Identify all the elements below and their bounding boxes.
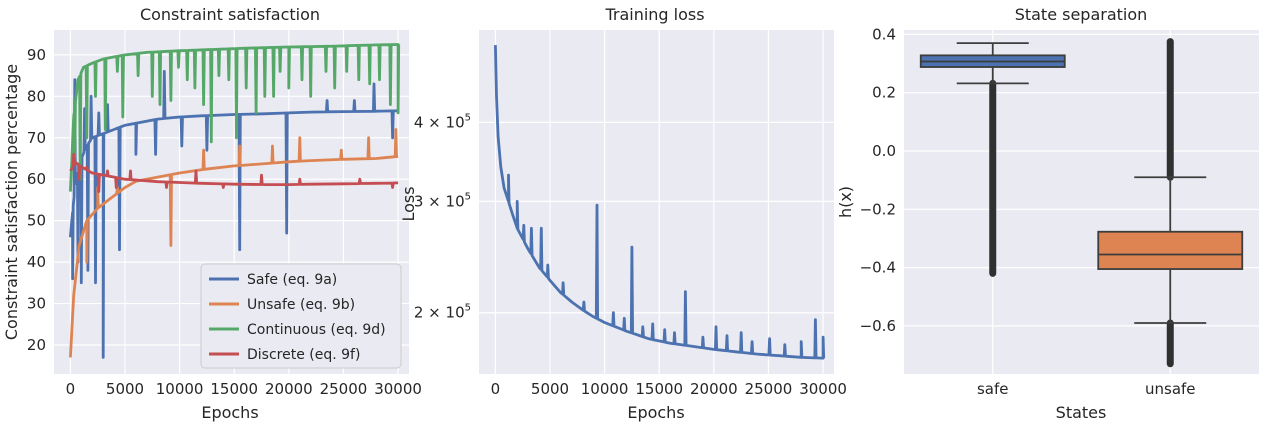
series-line-3 <box>69 152 399 194</box>
panel3-xtick-label: unsafe <box>1145 380 1196 398</box>
panel1-xtick-label: 10000 <box>156 380 204 398</box>
panel1-ytick-label: 80 <box>27 87 46 105</box>
panel3-ytick-label: −0.6 <box>860 317 896 335</box>
panel2-xlabel: Epochs <box>627 403 684 422</box>
panel1-xtick-label: 15000 <box>210 380 258 398</box>
panel2-xtick-label: 30000 <box>799 380 847 398</box>
legend-frame <box>200 263 402 369</box>
panel2-xtick-label: 25000 <box>745 380 793 398</box>
panel2-ytick-label: 2 × 105 <box>414 303 471 322</box>
panel1-xtick-label: 25000 <box>320 380 368 398</box>
panel3-ytick-label: −0.2 <box>860 200 896 218</box>
panel1-xtick-label: 5000 <box>106 380 144 398</box>
legend-label-3: Discrete (eq. 9f) <box>247 347 360 363</box>
panel1-xtick-label: 30000 <box>374 380 422 398</box>
panel-state-separation: State separation 0.4 0.2 0.0 −0.2 −0.4 −0.6 sa… <box>836 5 1259 422</box>
panel1-xtick-label: 20000 <box>265 380 313 398</box>
series-line-2 <box>69 43 401 192</box>
panel1-ytick-label: 40 <box>27 253 46 271</box>
legend-label-1: Unsafe (eq. 9b) <box>247 297 355 313</box>
panel3-xlabel: States <box>1056 403 1107 422</box>
panel2-xtick-label: 15000 <box>635 380 683 398</box>
panel1-ylabel: Constraint satisfaction percentage <box>2 64 21 340</box>
panel-training-loss: Training loss 2 × 105 3 × 105 4 × 105 0 5000… <box>399 5 847 422</box>
panel2-xtick-label: 0 <box>491 380 501 398</box>
panel2-xtick-label: 10000 <box>581 380 629 398</box>
loss-line <box>494 45 826 360</box>
panel1-ytick-label: 20 <box>27 336 46 354</box>
panel1-legend: Safe (eq. 9a) Unsafe (eq. 9b) Continuous (… <box>200 263 402 369</box>
panel2-xtick-label: 20000 <box>690 380 738 398</box>
panel1-ytick-label: 50 <box>27 212 46 230</box>
panel2-ylabel: Loss <box>399 186 418 221</box>
legend-label-2: Continuous (eq. 9d) <box>247 322 386 338</box>
panel3-xtick-label: safe <box>977 380 1009 398</box>
panel2-title: Training loss <box>604 5 704 24</box>
panel3-plot-area <box>904 30 1259 374</box>
box-unsafe <box>1097 230 1244 270</box>
panel3-ytick-label: 0.4 <box>872 25 896 43</box>
panel3-ytick-label: −0.4 <box>860 259 896 277</box>
panel1-xtick-label: 0 <box>66 380 76 398</box>
panel3-title: State separation <box>1015 5 1148 24</box>
panel2-ytick-label: 4 × 105 <box>414 112 471 131</box>
panel-constraint-satisfaction: Constraint satisfaction 20 30 40 50 60 70 80 90… <box>2 5 422 422</box>
panel1-xlabel: Epochs <box>201 403 258 422</box>
series-line-0 <box>69 70 399 359</box>
legend-label-0: Safe (eq. 9a) <box>247 272 337 288</box>
panel3-ytick-label: 0.0 <box>872 142 896 160</box>
panel2-ytick-label: 3 × 105 <box>414 191 471 210</box>
panel2-xtick-label: 5000 <box>531 380 569 398</box>
panel1-title: Constraint satisfaction <box>140 5 320 24</box>
panel1-ytick-label: 90 <box>27 46 46 64</box>
panel1-ytick-label: 30 <box>27 295 46 313</box>
panel2-plot-area <box>479 30 834 374</box>
panel3-ytick-label: 0.2 <box>872 84 896 102</box>
series-line-1 <box>69 128 399 358</box>
panel1-ytick-label: 70 <box>27 129 46 147</box>
panel3-ylabel: h(x) <box>836 186 855 218</box>
panel1-ytick-label: 60 <box>27 170 46 188</box>
